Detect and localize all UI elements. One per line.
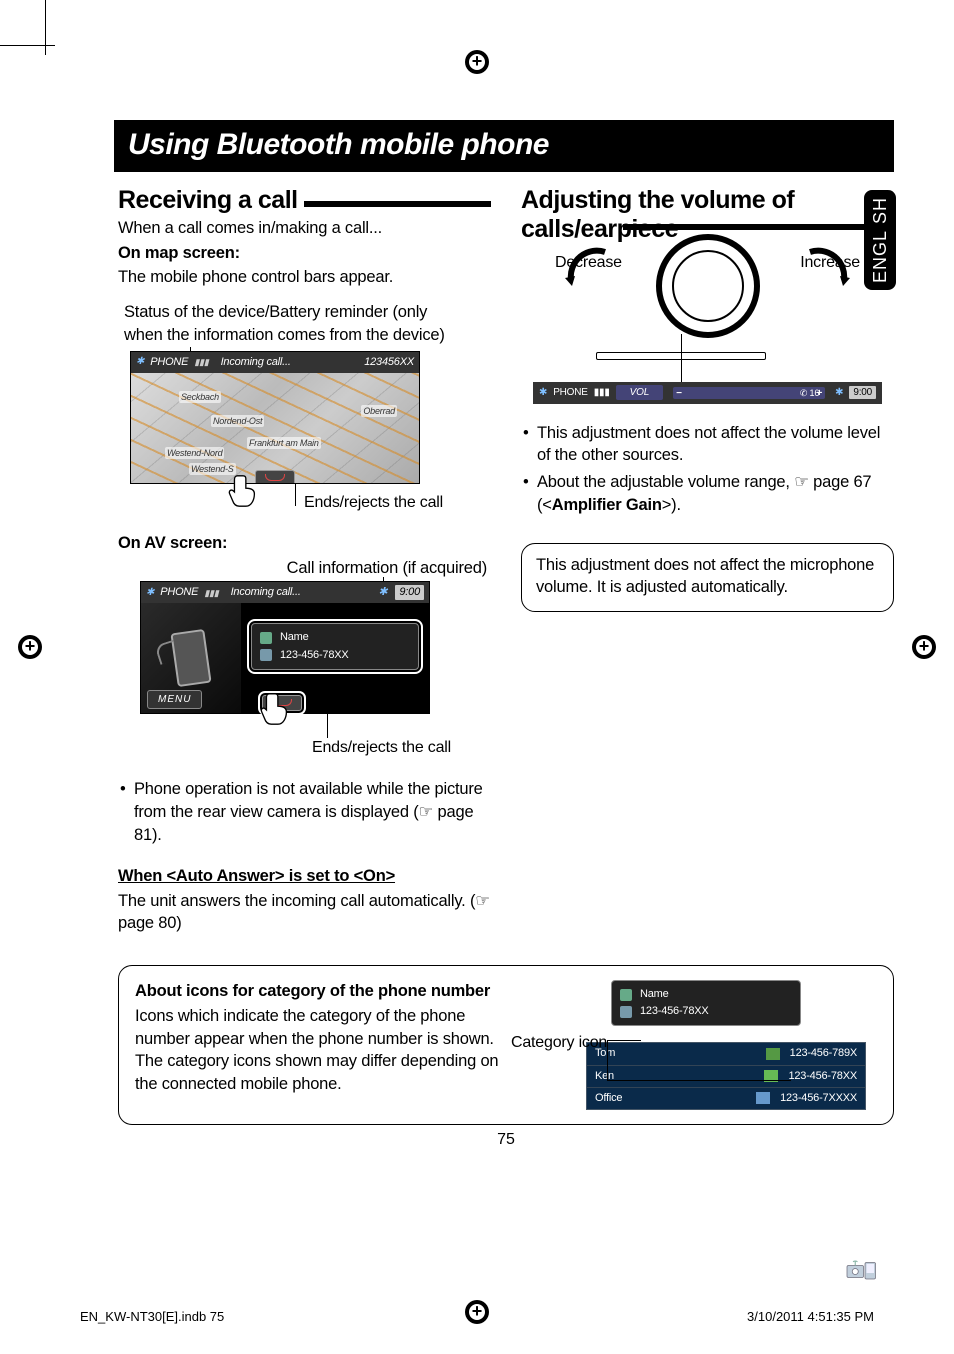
ends-rejects-caption: Ends/rejects the call	[312, 738, 451, 759]
page-title: Using Bluetooth mobile phone	[114, 120, 894, 172]
on-map-sub: The mobile phone control bars appear.	[118, 266, 491, 289]
finger-pointer-icon	[224, 472, 262, 510]
category-icon-label: Category icon	[511, 1032, 607, 1054]
intro-text: When a call comes in/making a call...	[118, 217, 491, 240]
call-info-caption: Call information (if acquired)	[118, 557, 487, 580]
finger-pointer-icon	[256, 690, 294, 728]
status-note: Status of the device/Battery reminder (o…	[124, 301, 454, 347]
right-column: Adjusting the volume of calls/earpiece D…	[521, 186, 894, 937]
map-screenshot: ✱PHONE ▮▮▮ Incoming call... 123456XX Sec…	[130, 351, 420, 484]
phone-outline-icon	[170, 629, 211, 687]
volume-status-bar: ✱PHONE ▮▮▮ VOL ✆ 16 − + ✱ 9:00	[533, 382, 882, 404]
person-icon	[260, 632, 272, 644]
print-footer: EN_KW-NT30[E].indb 75 3/10/2011 4:51:35 …	[80, 1309, 874, 1324]
panel-body: Icons which indicate the category of the…	[135, 1005, 515, 1096]
ends-rejects-caption: Ends/rejects the call	[304, 493, 443, 514]
phone-small-icon	[620, 1006, 632, 1018]
category-icons-panel: About icons for category of the phone nu…	[118, 965, 894, 1125]
heading-receiving: Receiving a call	[118, 186, 298, 215]
list-item: Office123-456-7XXXX	[587, 1088, 865, 1109]
category-icon	[766, 1048, 780, 1060]
left-column: Receiving a call When a call comes in/ma…	[118, 186, 491, 937]
name-card: Name 123-456-78XX	[611, 980, 801, 1026]
menu-button: MENU	[147, 690, 202, 710]
volume-note-1: This adjustment does not affect the volu…	[521, 422, 894, 468]
list-item: Tom123-456-789X	[587, 1043, 865, 1065]
corner-device-icon	[844, 1258, 880, 1282]
page-number: 75	[118, 1131, 894, 1149]
list-item: Ken123-456-78XX	[587, 1066, 865, 1088]
note-rear-camera: Phone operation is not available while t…	[118, 778, 491, 846]
arrow-ccw-icon	[557, 238, 617, 298]
on-av-heading: On AV screen:	[118, 532, 491, 555]
crop-target-left	[18, 635, 42, 659]
contact-list: Tom123-456-789X Ken123-456-78XX Office12…	[586, 1042, 866, 1110]
on-map-heading: On map screen:	[118, 242, 491, 265]
auto-answer-body: The unit answers the incoming call autom…	[118, 890, 491, 936]
crop-target-top	[465, 50, 489, 74]
volume-dial-diagram: Decrease Increase ✱PHONE ▮▮▮ VOL ✆ 16 − …	[521, 234, 894, 404]
arrow-cw-icon	[798, 238, 858, 298]
crop-target-right	[912, 635, 936, 659]
person-icon	[620, 989, 632, 1001]
mic-volume-callout: This adjustment does not affect the micr…	[521, 543, 894, 613]
phone-small-icon	[260, 649, 272, 661]
panel-heading: About icons for category of the phone nu…	[135, 982, 490, 1000]
category-icon	[756, 1092, 770, 1104]
auto-answer-heading: When <Auto Answer> is set to <On>	[118, 865, 491, 888]
volume-note-2: About the adjustable volume range, ☞ pag…	[521, 471, 894, 517]
